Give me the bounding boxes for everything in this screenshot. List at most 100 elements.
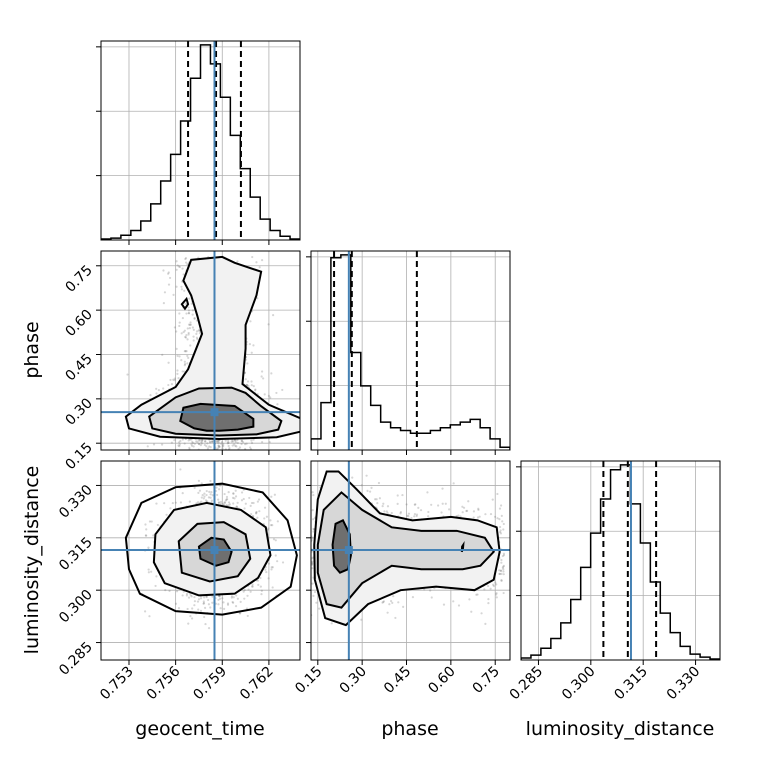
scatter-point bbox=[256, 579, 260, 582]
scatter-point bbox=[217, 446, 220, 450]
scatter-point bbox=[198, 332, 201, 335]
scatter-point bbox=[245, 442, 248, 445]
scatter-point bbox=[187, 439, 190, 442]
scatter-point bbox=[255, 510, 258, 514]
scatter-point bbox=[236, 260, 239, 263]
scatter-point bbox=[251, 585, 254, 588]
scatter-point bbox=[235, 505, 238, 508]
scatter-point bbox=[152, 534, 155, 537]
scatter-point bbox=[281, 388, 284, 392]
tick-label-x-geocent_time: 0.756 bbox=[144, 663, 184, 703]
scatter-point bbox=[184, 257, 187, 261]
scatter-point bbox=[272, 538, 276, 541]
scatter-point bbox=[234, 440, 237, 444]
scatter-point bbox=[274, 554, 277, 557]
tick-label-x-geocent_time: 0.759 bbox=[190, 664, 230, 704]
scatter-point bbox=[155, 387, 158, 390]
scatter-point bbox=[244, 447, 247, 450]
scatter-point bbox=[167, 271, 170, 274]
panel-frame bbox=[520, 460, 721, 661]
scatter-point bbox=[234, 439, 237, 442]
scatter-point bbox=[232, 596, 235, 599]
scatter-point bbox=[208, 445, 211, 448]
scatter-point bbox=[256, 516, 259, 519]
scatter-point bbox=[224, 499, 227, 502]
scatter-point bbox=[195, 440, 198, 443]
scatter-point bbox=[179, 439, 182, 443]
scatter-point bbox=[187, 312, 191, 315]
scatter-point bbox=[213, 451, 215, 453]
scatter-point bbox=[183, 360, 186, 363]
scatter-point bbox=[193, 604, 196, 607]
scatter-point bbox=[232, 440, 235, 443]
scatter-point bbox=[226, 455, 228, 457]
scatter-point bbox=[144, 534, 147, 537]
scatter-point bbox=[263, 393, 266, 396]
scatter-point bbox=[209, 479, 212, 483]
scatter-point bbox=[227, 470, 229, 472]
scatter-point bbox=[250, 439, 253, 442]
scatter-point bbox=[189, 323, 192, 326]
scatter-point bbox=[186, 263, 189, 266]
scatter-point bbox=[193, 317, 196, 320]
scatter-point bbox=[232, 502, 235, 505]
scatter-point bbox=[225, 498, 228, 501]
scatter-point bbox=[191, 309, 195, 312]
tick-label-y-luminosity_distance: 0.330 bbox=[56, 482, 96, 522]
scatter-point bbox=[188, 323, 192, 326]
scatter-point bbox=[207, 496, 211, 499]
scatter-point bbox=[259, 576, 262, 580]
scatter-point bbox=[234, 495, 238, 498]
scatter-point bbox=[227, 444, 230, 448]
scatter-point bbox=[223, 501, 227, 504]
scatter-point bbox=[267, 577, 270, 580]
scatter-point bbox=[267, 562, 271, 565]
scatter-point bbox=[257, 498, 261, 501]
scatter-point bbox=[246, 380, 250, 383]
scatter-point bbox=[222, 457, 224, 459]
scatter-point bbox=[209, 441, 212, 444]
scatter-point bbox=[227, 501, 231, 504]
scatter-point bbox=[187, 311, 190, 315]
scatter-point bbox=[270, 568, 273, 571]
scatter-point bbox=[233, 439, 237, 442]
scatter-point bbox=[170, 382, 174, 386]
truth-marker bbox=[210, 408, 219, 417]
scatter-point bbox=[276, 560, 279, 563]
scatter-point bbox=[217, 439, 220, 443]
scatter-point bbox=[206, 447, 210, 450]
scatter-point bbox=[168, 589, 171, 592]
scatter-point bbox=[187, 309, 191, 312]
scatter-point bbox=[194, 454, 196, 456]
scatter-point bbox=[155, 392, 158, 395]
scatter-point bbox=[184, 454, 186, 456]
scatter-point bbox=[249, 504, 252, 507]
scatter-point bbox=[190, 302, 193, 305]
scatter-point bbox=[206, 442, 209, 445]
tick-label-y-phase: 0.15 bbox=[62, 440, 95, 473]
scatter-point bbox=[198, 489, 202, 492]
scatter-point bbox=[187, 323, 191, 326]
scatter-point bbox=[184, 336, 188, 339]
density-fill bbox=[180, 403, 254, 431]
scatter-point bbox=[162, 269, 165, 272]
scatter-point bbox=[197, 479, 200, 482]
scatter-point bbox=[177, 444, 180, 447]
scatter-point bbox=[167, 361, 170, 364]
scatter-point bbox=[217, 498, 220, 501]
scatter-point bbox=[154, 584, 157, 588]
scatter-point bbox=[191, 441, 195, 445]
scatter-point bbox=[162, 302, 165, 305]
scatter-point bbox=[225, 495, 229, 499]
scatter-point bbox=[189, 321, 192, 324]
scatter-point bbox=[203, 443, 206, 447]
scatter-point bbox=[180, 285, 183, 288]
scatter-point bbox=[226, 602, 230, 605]
scatter-point bbox=[218, 445, 221, 448]
scatter-point bbox=[204, 440, 207, 443]
scatter-point bbox=[173, 439, 176, 442]
scatter-point bbox=[211, 494, 214, 497]
scatter-point bbox=[248, 496, 251, 500]
scatter-point bbox=[216, 441, 219, 444]
scatter-point bbox=[193, 596, 196, 599]
